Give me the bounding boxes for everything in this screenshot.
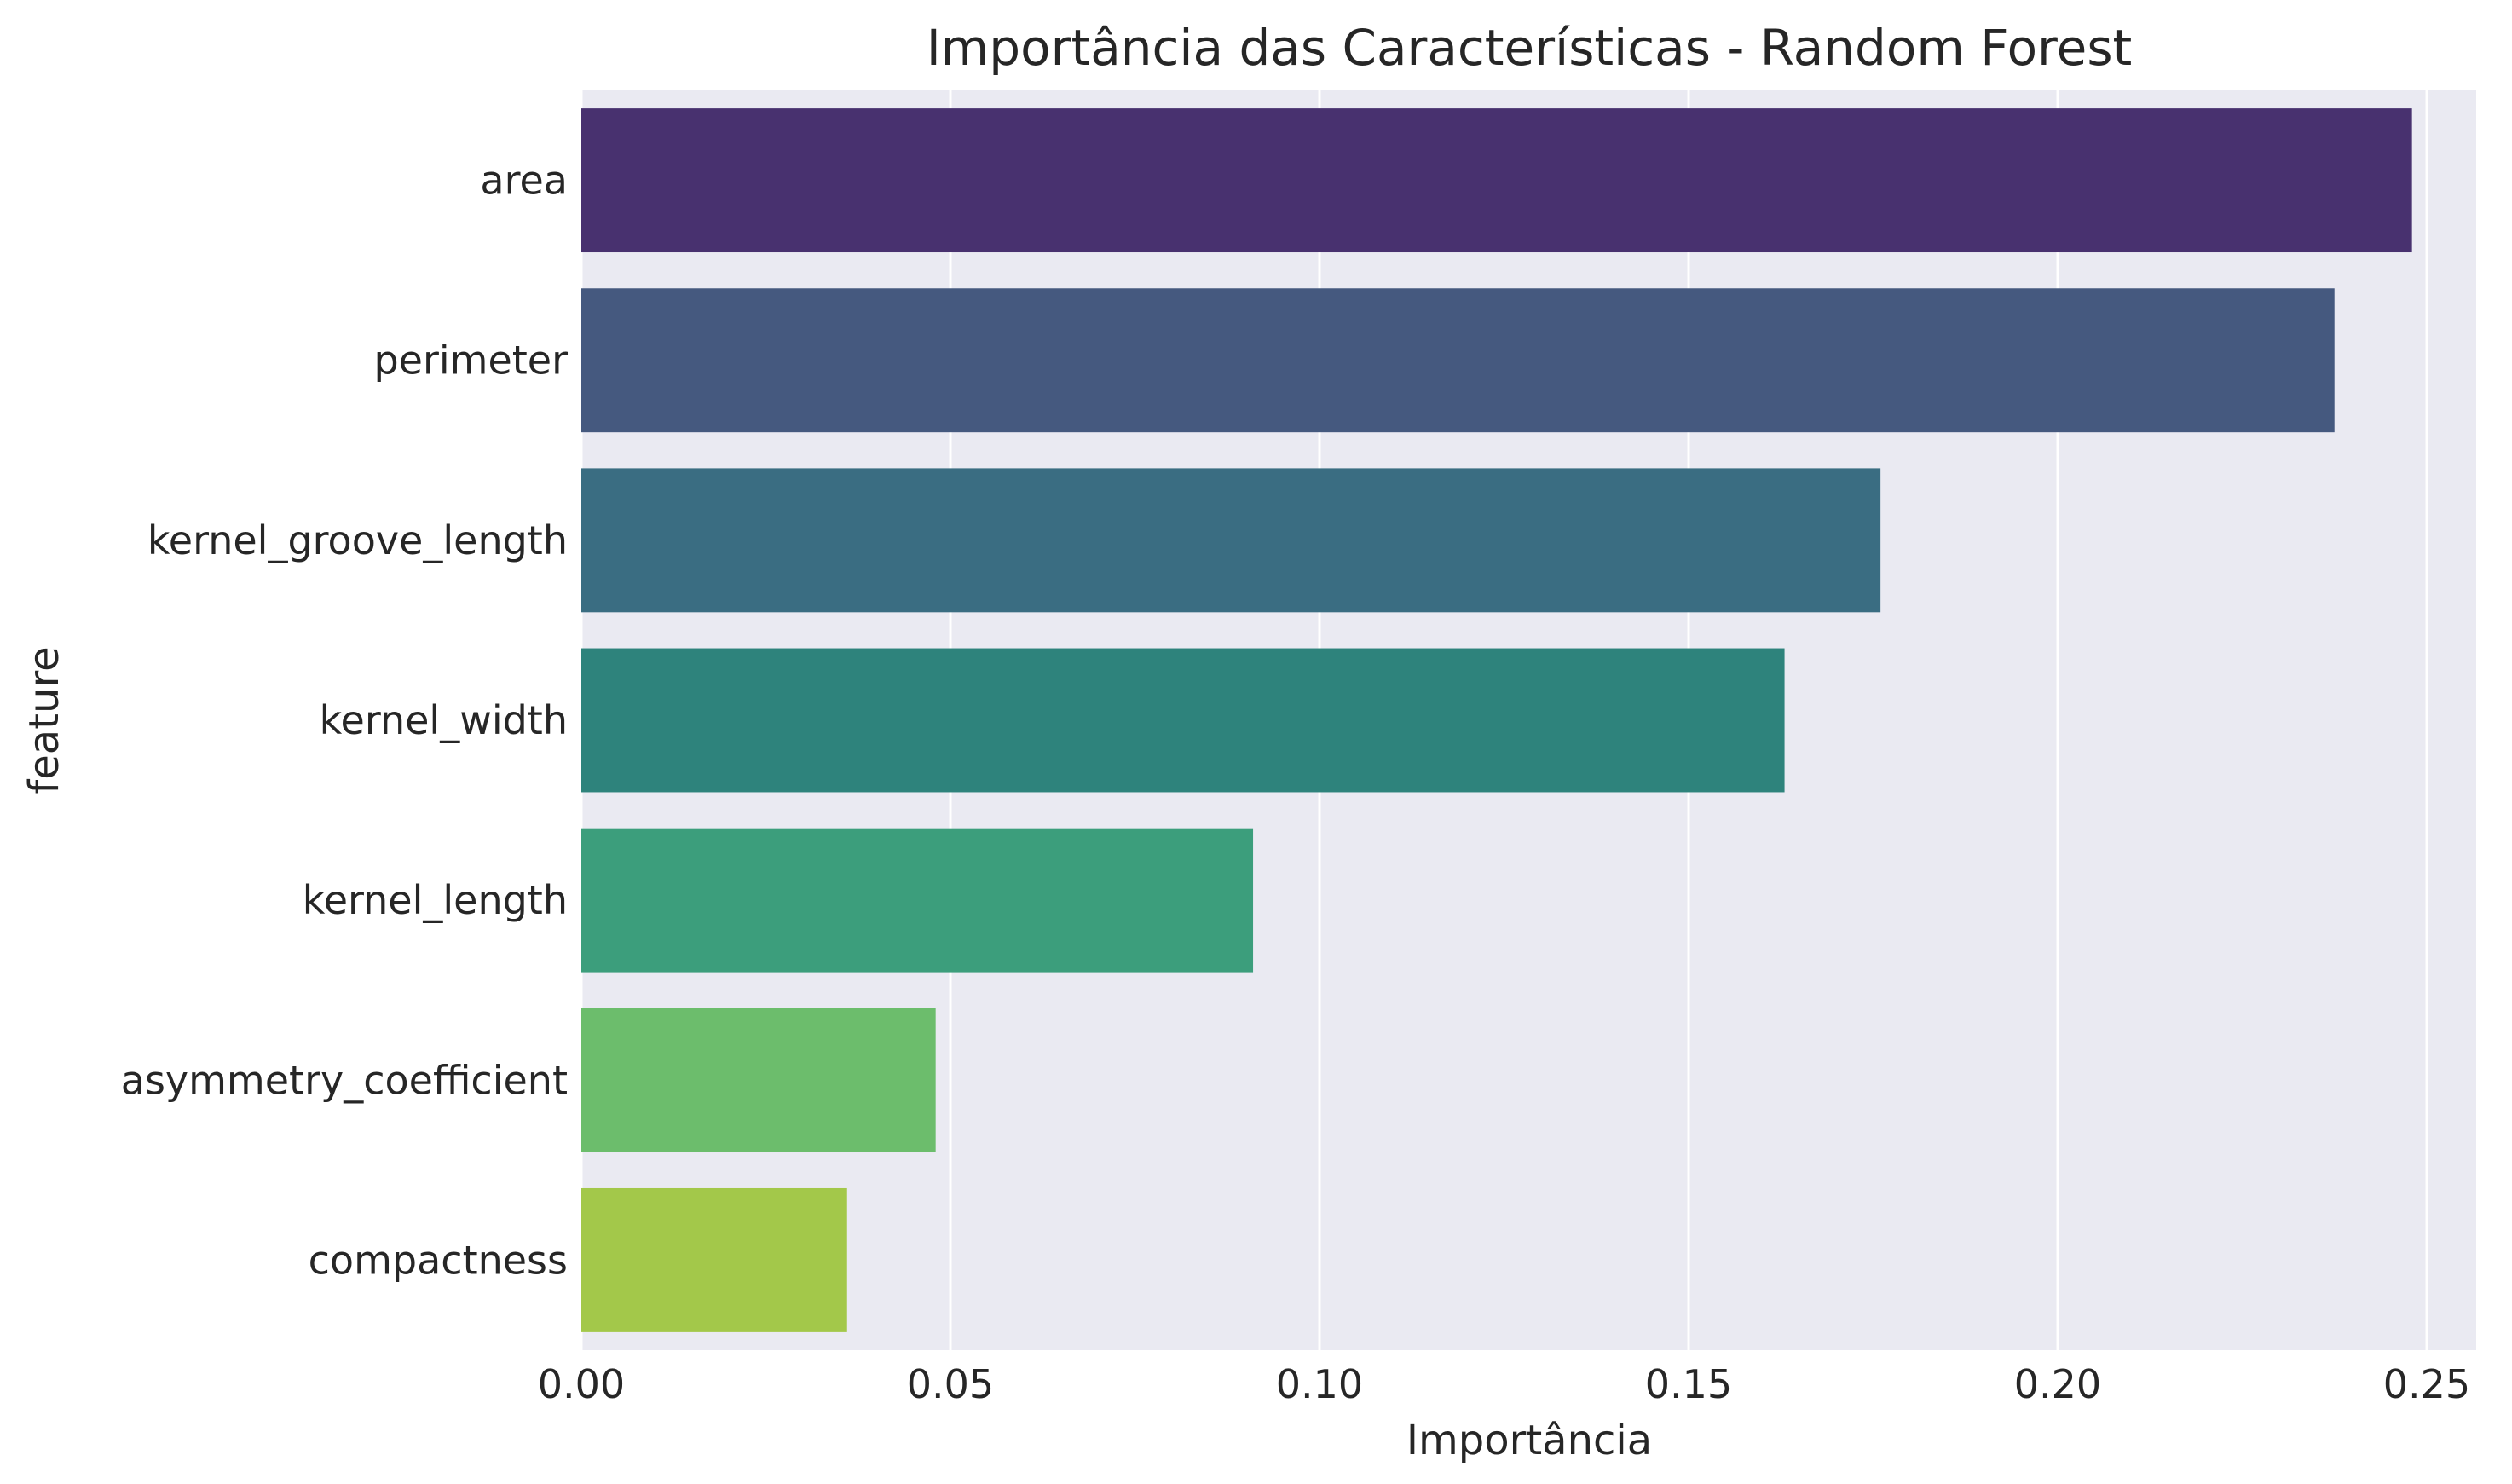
- y-tick-labels: area perimeter kernel_groove_length kernel_…: [121, 158, 568, 1284]
- bar-kernel-width: [581, 648, 1785, 793]
- x-tick-label: 0.10: [1276, 1361, 1363, 1407]
- bar-kernel-groove-length: [581, 468, 1881, 613]
- y-tick-label: kernel_length: [303, 877, 568, 923]
- bar-kernel-length: [581, 828, 1254, 973]
- x-tick-label: 0.00: [538, 1361, 625, 1407]
- y-tick-label: area: [480, 158, 568, 204]
- x-tick-label: 0.05: [907, 1361, 994, 1407]
- y-tick-label: perimeter: [373, 338, 568, 384]
- x-tick-label: 0.25: [2383, 1361, 2470, 1407]
- bar-asymmetry-coefficient: [581, 1008, 936, 1152]
- x-axis-label: Importância: [1406, 1417, 1652, 1464]
- x-tick-label: 0.20: [2014, 1361, 2101, 1407]
- x-tick-labels: 0.00 0.05 0.10 0.15 0.20 0.25: [538, 1361, 2470, 1407]
- chart-title: Importância das Características - Random…: [927, 19, 2133, 77]
- bar-perimeter: [581, 288, 2335, 433]
- bar-area: [581, 108, 2412, 253]
- y-tick-label: kernel_width: [320, 697, 568, 743]
- x-tick-label: 0.15: [1645, 1361, 1732, 1407]
- y-tick-label: asymmetry_coefficient: [121, 1057, 568, 1103]
- y-tick-label: kernel_groove_length: [147, 517, 568, 563]
- bar-compactness: [581, 1187, 847, 1332]
- y-axis-label: feature: [20, 646, 68, 794]
- bars: [581, 108, 2412, 1332]
- y-tick-label: compactness: [309, 1237, 568, 1283]
